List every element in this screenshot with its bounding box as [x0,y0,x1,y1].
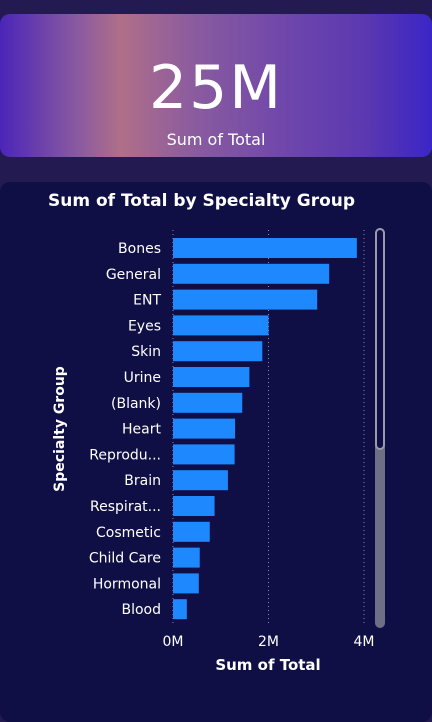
bar[interactable] [173,496,215,516]
bar[interactable] [173,238,357,258]
scrollbar-thumb[interactable] [375,228,385,450]
x-axis-title: Sum of Total [215,656,321,674]
y-category-label: Urine [124,370,161,386]
chart-title: Sum of Total by Specialty Group [48,191,356,211]
y-category-label: ENT [133,293,161,309]
y-category-label: Eyes [128,318,161,334]
bar[interactable] [173,521,210,542]
x-tick-label: 4M [354,634,375,650]
kpi-label: Sum of Total [166,130,266,149]
y-category-label: Respirat... [90,499,161,515]
kpi-value: 25M [148,53,284,123]
y-category-label: Hormonal [93,576,161,592]
kpi-card[interactable]: 25M Sum of Total [0,14,432,157]
y-category-label: Brain [124,473,161,489]
y-category-label: Reprodu... [89,447,161,463]
bar[interactable] [173,289,318,310]
bar[interactable] [173,547,200,568]
bar[interactable] [173,599,187,620]
y-category-label: Skin [131,344,161,360]
y-category-label: Child Care [89,551,161,567]
x-tick-label: 2M [258,634,279,650]
bar[interactable] [173,263,330,284]
bar[interactable] [173,315,269,336]
bar[interactable] [173,367,250,387]
y-category-label: (Blank) [111,396,161,412]
bar[interactable] [173,341,263,362]
y-category-label: Heart [122,422,161,438]
y-category-label: General [106,267,161,283]
x-tick-label: 0M [163,634,184,650]
y-category-label: Blood [121,602,161,618]
bar[interactable] [173,470,228,491]
y-category-label: Bones [118,241,161,257]
y-category-label: Cosmetic [96,525,161,541]
bar[interactable] [173,392,243,413]
bar[interactable] [173,444,235,465]
bar[interactable] [173,573,199,594]
bar[interactable] [173,418,236,439]
